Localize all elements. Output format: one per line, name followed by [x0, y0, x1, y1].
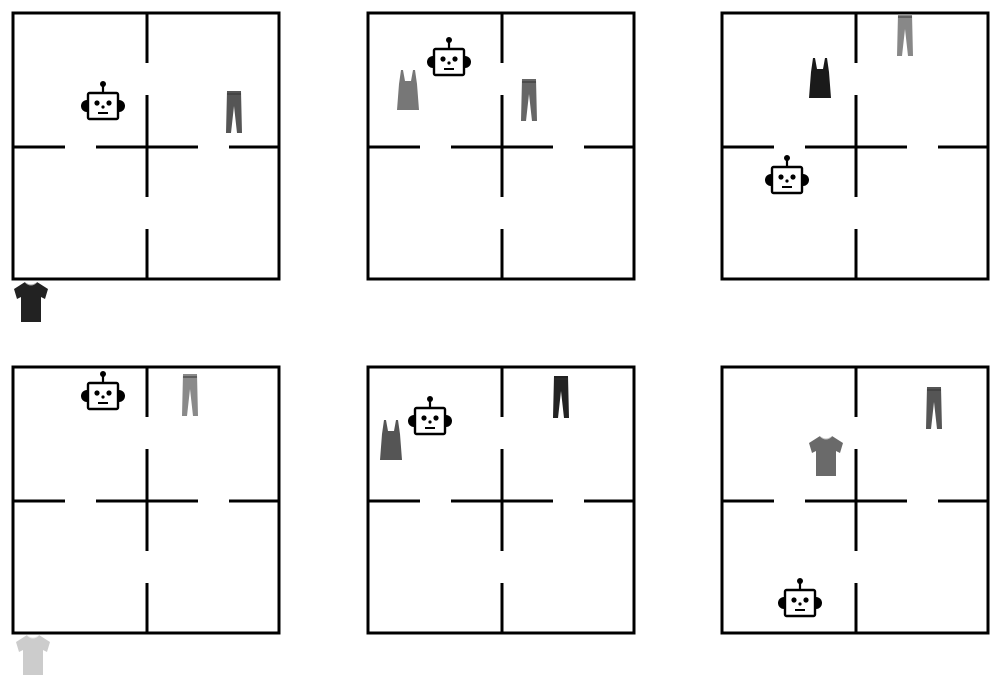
- tank-top-icon: [809, 58, 831, 98]
- tshirt-icon: [809, 435, 843, 476]
- trousers-icon: [926, 387, 942, 429]
- gridworld-panel-4: [11, 365, 281, 675]
- robot-icon: [81, 81, 125, 121]
- trousers-icon: [553, 376, 569, 418]
- robot-icon: [81, 371, 125, 411]
- tank-top-icon: [397, 70, 419, 110]
- tshirt-icon: [14, 281, 48, 322]
- trousers-icon: [897, 14, 913, 56]
- gridworld-panel-1: [11, 11, 281, 322]
- robot-icon: [765, 155, 809, 195]
- robot-icon: [778, 578, 822, 618]
- tshirt-icon: [16, 634, 50, 675]
- trousers-icon: [226, 91, 242, 133]
- robot-icon: [408, 396, 452, 436]
- trousers-icon: [521, 79, 537, 121]
- robot-icon: [427, 37, 471, 77]
- tank-top-icon: [380, 420, 402, 460]
- gridworld-panel-3: [720, 11, 990, 281]
- trousers-icon: [182, 374, 198, 416]
- gridworld-panel-6: [720, 365, 990, 635]
- gridworld-panel-2: [366, 11, 636, 281]
- gridworld-panel-5: [366, 365, 636, 635]
